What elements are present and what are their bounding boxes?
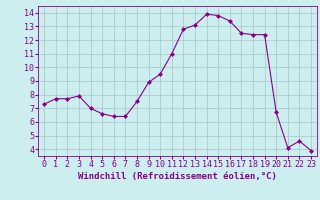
X-axis label: Windchill (Refroidissement éolien,°C): Windchill (Refroidissement éolien,°C) xyxy=(78,172,277,181)
